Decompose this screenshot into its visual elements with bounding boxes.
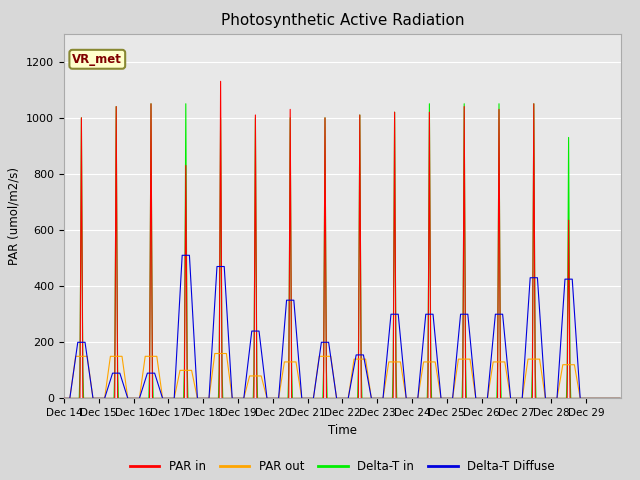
Text: VR_met: VR_met <box>72 53 122 66</box>
Title: Photosynthetic Active Radiation: Photosynthetic Active Radiation <box>221 13 464 28</box>
X-axis label: Time: Time <box>328 424 357 437</box>
Legend: PAR in, PAR out, Delta-T in, Delta-T Diffuse: PAR in, PAR out, Delta-T in, Delta-T Dif… <box>125 456 560 478</box>
Y-axis label: PAR (umol/m2/s): PAR (umol/m2/s) <box>8 167 20 265</box>
